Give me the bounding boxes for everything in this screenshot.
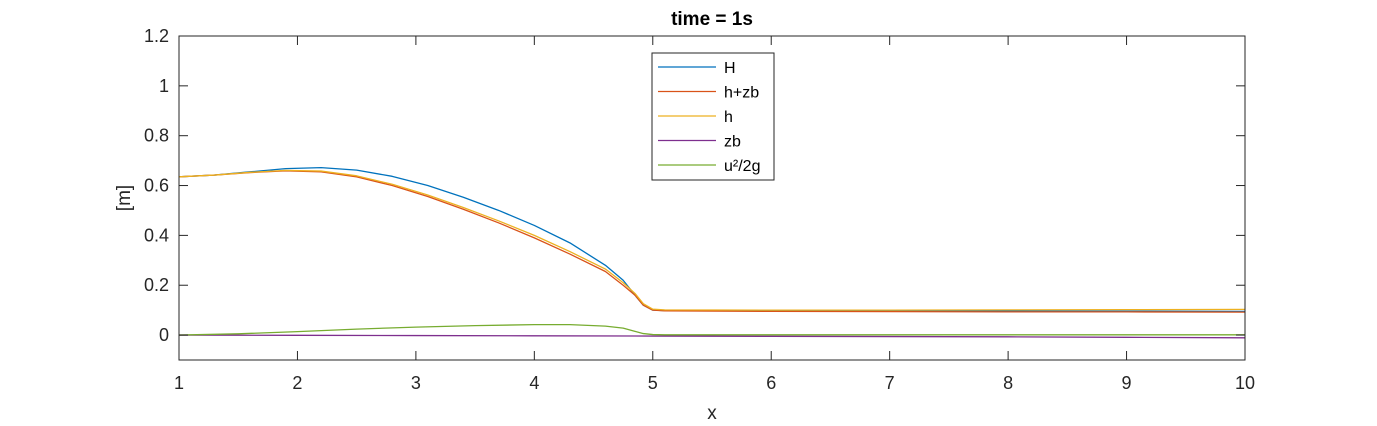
legend-label-2: h: [724, 109, 733, 126]
legend-label-1: h+zb: [724, 85, 759, 102]
y-tick-label: 0.8: [144, 126, 169, 146]
series-line-2: [178, 169, 1246, 311]
y-axis-label: [m]: [114, 185, 135, 211]
y-tick-label: 0.4: [144, 225, 169, 245]
x-tick-label: 8: [1003, 373, 1013, 393]
x-tick-label: 7: [885, 373, 895, 393]
legend: Hh+zb h zb u²/2g: [651, 52, 775, 181]
series-line-1: [178, 170, 1246, 313]
x-tick-label: 4: [529, 373, 539, 393]
chart-title: time = 1s: [671, 9, 753, 30]
y-tick-label: 0.2: [144, 275, 169, 295]
y-tick-label: 0: [159, 325, 169, 345]
x-axis-label: x: [707, 403, 717, 424]
x-tick-label: 9: [1122, 373, 1132, 393]
axes-box: [178, 35, 1246, 361]
y-tick-label: 0.6: [144, 176, 169, 196]
x-tick-label: 5: [648, 373, 658, 393]
y-tick-label: 1.2: [144, 26, 169, 46]
legend-label-3: zb: [724, 134, 741, 151]
x-tick-label: 3: [411, 373, 421, 393]
legend-label-0: H: [724, 60, 736, 77]
series-line-4: [178, 323, 1245, 336]
y-tick-label: 1: [159, 76, 169, 96]
x-tick-label: 2: [292, 373, 302, 393]
legend-label-4: u²/2g: [724, 158, 760, 175]
series-line-3: [178, 334, 1246, 339]
series-layer: [178, 166, 1246, 339]
x-tick-label: 6: [766, 373, 776, 393]
x-tick-label: 1: [174, 373, 184, 393]
x-tick-label: 10: [1235, 373, 1255, 393]
